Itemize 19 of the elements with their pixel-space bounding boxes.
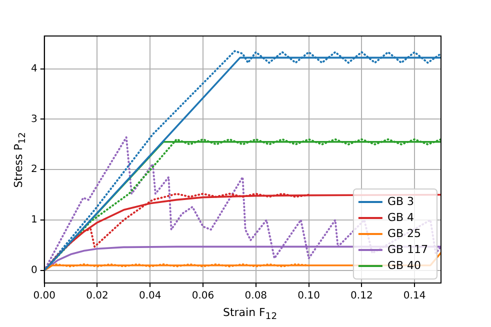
- legend-label: GB 25: [387, 226, 422, 240]
- y-tick-label: 3: [30, 114, 38, 125]
- legend-label: GB 3: [387, 194, 414, 208]
- x-tick-label: 0.12: [350, 290, 373, 302]
- x-tick-label: 0.08: [244, 290, 268, 302]
- y-tick-label: 2: [30, 164, 38, 176]
- legend-label: GB 40: [387, 258, 422, 272]
- x-axis-title: Strain F$_{12}$: [222, 306, 278, 322]
- legend-label: GB 4: [387, 210, 414, 224]
- legend-label: GB 117: [387, 242, 428, 256]
- x-tick-label: 0.10: [298, 290, 320, 302]
- y-tick-label: 0: [30, 264, 38, 276]
- x-tick-label: 0.06: [192, 290, 214, 302]
- y-tick-label: 1: [30, 214, 38, 226]
- x-tick-label: 0.04: [139, 290, 162, 302]
- x-tick-label: 0.00: [33, 290, 56, 302]
- x-tick-label: 0.14: [403, 290, 426, 302]
- x-tick-label: 0.02: [86, 290, 108, 302]
- y-tick-label: 4: [30, 63, 38, 74]
